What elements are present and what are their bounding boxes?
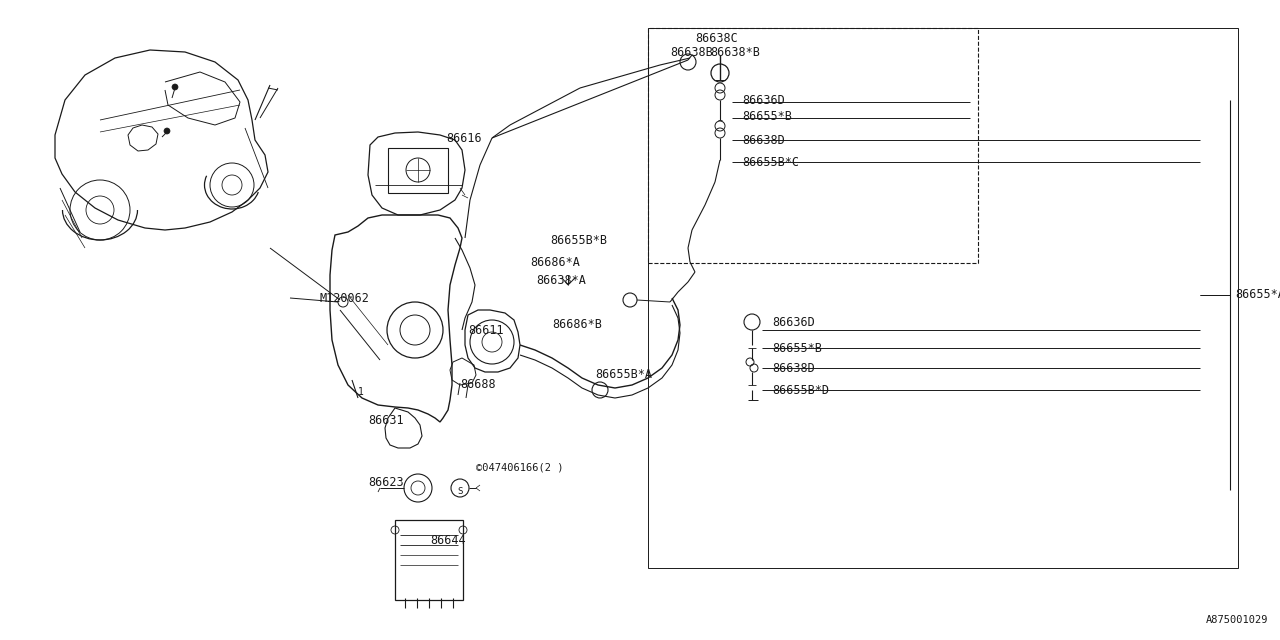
Text: S: S <box>457 486 462 495</box>
Text: A875001029: A875001029 <box>1206 615 1268 625</box>
Text: 86655B*A: 86655B*A <box>595 369 652 381</box>
Text: 86638C: 86638C <box>695 31 737 45</box>
Text: 86686*A: 86686*A <box>530 255 580 269</box>
Text: 86655B*D: 86655B*D <box>772 383 829 397</box>
Text: 86638B: 86638B <box>669 45 713 58</box>
Text: 86638*B: 86638*B <box>710 45 760 58</box>
Text: 86655*B: 86655*B <box>742 111 792 124</box>
Text: 86644: 86644 <box>430 534 466 547</box>
Text: 1: 1 <box>358 387 364 397</box>
Text: 86636D: 86636D <box>772 316 815 328</box>
Text: 86638D: 86638D <box>772 362 815 374</box>
Text: 86616: 86616 <box>445 131 481 145</box>
Bar <box>648 28 978 263</box>
Text: 86655B*B: 86655B*B <box>550 234 607 246</box>
Text: 86688: 86688 <box>460 378 495 392</box>
Bar <box>388 148 448 193</box>
Text: 86655*A: 86655*A <box>1235 289 1280 301</box>
Text: 86638*A: 86638*A <box>536 273 586 287</box>
Circle shape <box>172 84 178 90</box>
Text: 86636D: 86636D <box>742 93 785 106</box>
Text: 86623: 86623 <box>369 476 403 488</box>
Text: 86611: 86611 <box>468 323 503 337</box>
Text: M120062: M120062 <box>320 291 370 305</box>
Text: ©047406166(2 ): ©047406166(2 ) <box>476 463 563 473</box>
Text: 86631: 86631 <box>369 413 403 426</box>
Bar <box>396 520 463 600</box>
Circle shape <box>710 64 730 82</box>
Text: 86686*B: 86686*B <box>552 319 602 332</box>
Circle shape <box>164 128 170 134</box>
Text: 86655*B: 86655*B <box>772 342 822 355</box>
Bar <box>648 28 1238 568</box>
Text: 86638D: 86638D <box>742 134 785 147</box>
Text: 86655B*C: 86655B*C <box>742 156 799 168</box>
